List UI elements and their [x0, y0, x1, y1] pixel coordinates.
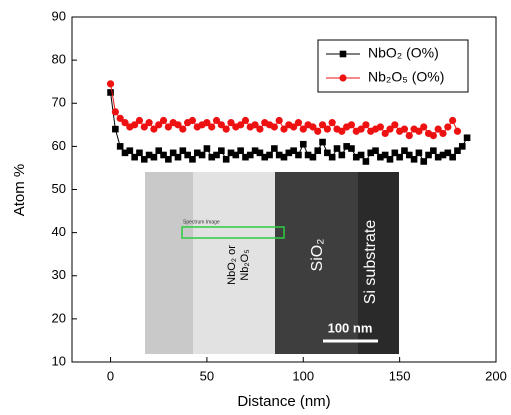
y-tick-label: 10 — [52, 353, 66, 368]
data-point — [165, 156, 172, 163]
x-tick-label: 200 — [485, 368, 507, 383]
data-point — [112, 108, 119, 115]
data-point — [396, 154, 403, 161]
data-point — [117, 143, 124, 150]
data-point — [271, 145, 278, 152]
y-tick-label: 60 — [52, 138, 66, 153]
data-point — [310, 154, 317, 161]
data-point — [454, 128, 461, 135]
data-point — [363, 158, 370, 165]
data-point — [329, 154, 336, 161]
data-point — [136, 150, 143, 157]
data-point — [199, 152, 206, 159]
data-point — [314, 147, 321, 154]
data-point — [127, 147, 134, 154]
data-point — [175, 154, 182, 161]
annotation: SiO₂ — [309, 239, 326, 272]
data-point — [391, 121, 398, 128]
annotation: Si substrate — [362, 220, 379, 305]
data-point — [334, 145, 341, 152]
data-point — [271, 123, 278, 130]
data-point — [420, 123, 427, 130]
x-axis-label: Distance (nm) — [237, 393, 330, 410]
data-point — [420, 158, 427, 165]
annotation: Nb₂O₅ — [239, 249, 251, 280]
data-point — [179, 126, 186, 133]
x-tick-label: 100 — [292, 368, 314, 383]
y-tick-label: 40 — [52, 224, 66, 239]
data-point — [276, 117, 283, 124]
data-point — [151, 154, 158, 161]
data-point — [208, 123, 215, 130]
inset-region — [145, 172, 195, 354]
data-point — [430, 147, 437, 154]
data-point — [401, 126, 408, 133]
data-point — [112, 126, 119, 133]
data-point — [377, 123, 384, 130]
chart: Distance (nm) Atom % Spectrum Image NbO₂… — [0, 0, 511, 410]
data-point — [339, 152, 346, 159]
data-point — [242, 117, 249, 124]
y-tick-label: 20 — [52, 310, 66, 325]
data-point — [189, 156, 196, 163]
data-point — [295, 119, 302, 126]
annotation: 100 nm — [328, 320, 373, 335]
y-tick-label: 70 — [52, 95, 66, 110]
data-point — [416, 150, 423, 157]
data-point — [459, 143, 466, 150]
data-point — [324, 126, 331, 133]
legend-label: Nb₂O₅ (O%) — [368, 69, 444, 85]
y-tick-label: 50 — [52, 181, 66, 196]
legend-marker — [340, 51, 347, 58]
data-point — [266, 152, 273, 159]
data-point — [358, 152, 365, 159]
data-point — [329, 119, 336, 126]
legend-marker — [339, 74, 346, 81]
data-point — [439, 130, 446, 137]
data-point — [189, 117, 196, 124]
data-point — [300, 141, 307, 148]
x-tick-label: 50 — [200, 368, 214, 383]
data-point — [256, 126, 263, 133]
data-point — [145, 119, 152, 126]
data-point — [295, 152, 302, 159]
data-point — [464, 134, 471, 141]
legend-label: NbO₂ (O%) — [368, 45, 439, 61]
x-tick-label: 0 — [107, 368, 114, 383]
data-point — [237, 147, 244, 154]
data-point — [107, 80, 114, 87]
data-point — [449, 154, 456, 161]
annotation: Spectrum Image — [183, 219, 220, 225]
y-tick-label: 80 — [52, 52, 66, 67]
annotation: NbO₂ or — [226, 245, 238, 285]
y-tick-label: 30 — [52, 267, 66, 282]
data-point — [319, 139, 326, 146]
data-point — [362, 121, 369, 128]
data-point — [223, 156, 230, 163]
data-point — [136, 117, 143, 124]
data-point — [449, 117, 456, 124]
y-tick-label: 90 — [52, 8, 66, 23]
data-point — [223, 126, 230, 133]
y-axis-label: Atom % — [11, 164, 28, 217]
data-point — [372, 147, 379, 154]
data-point — [314, 128, 321, 135]
data-point — [411, 156, 418, 163]
data-point — [204, 145, 211, 152]
x-tick-label: 150 — [389, 368, 411, 383]
data-point — [348, 121, 355, 128]
data-point — [406, 132, 413, 139]
data-point — [218, 147, 225, 154]
data-point — [430, 132, 437, 139]
data-point — [160, 117, 167, 124]
data-point — [348, 145, 355, 152]
data-point — [444, 123, 451, 130]
data-point — [387, 156, 394, 163]
